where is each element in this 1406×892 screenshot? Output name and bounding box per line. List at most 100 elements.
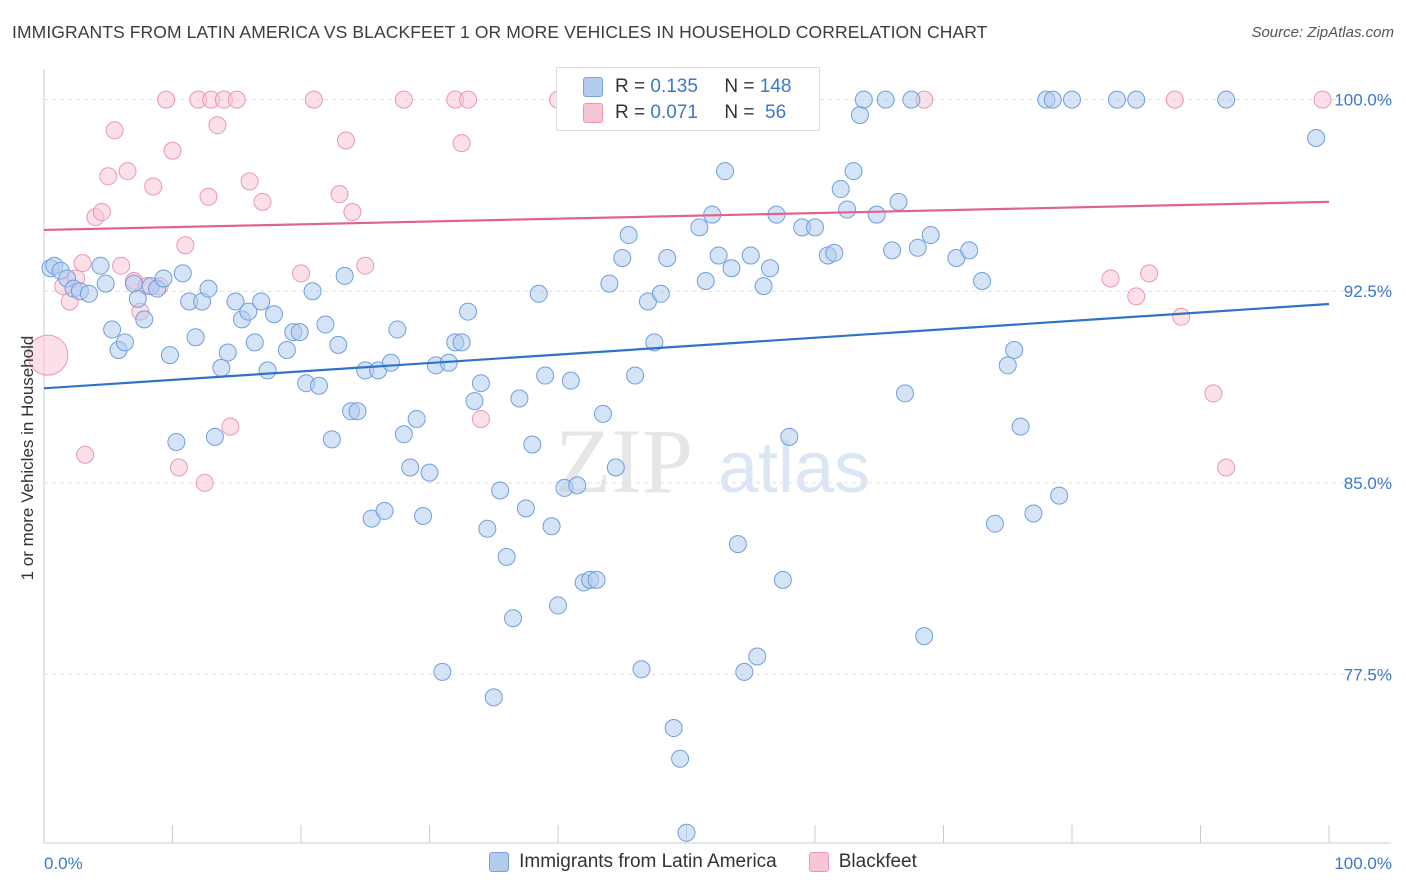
blackfeet-point bbox=[195, 473, 214, 492]
latin-america-point bbox=[348, 402, 367, 421]
latin-america-point bbox=[124, 274, 143, 293]
blackfeet-point bbox=[105, 121, 124, 140]
latin-america-point bbox=[632, 660, 651, 679]
legend-n-value: 56 bbox=[759, 102, 787, 123]
latin-america-point bbox=[806, 218, 824, 237]
y-tick-label: 100.0% bbox=[1334, 91, 1392, 110]
latin-america-point bbox=[593, 404, 612, 423]
latin-america-point bbox=[258, 361, 277, 380]
y-tick-label: 92.5% bbox=[1344, 282, 1392, 301]
latin-america-point bbox=[998, 356, 1017, 375]
latin-america-point bbox=[626, 366, 645, 385]
latin-america-point bbox=[484, 688, 503, 707]
legend-item-blackfeet[interactable]: Blackfeet bbox=[808, 851, 917, 873]
y-tick-label: 77.5% bbox=[1344, 665, 1392, 684]
latin-america-point bbox=[329, 335, 348, 354]
latin-america-point bbox=[173, 264, 192, 283]
latin-america-point bbox=[303, 282, 322, 301]
blackfeet-point bbox=[118, 162, 137, 181]
latin-america-point bbox=[452, 333, 471, 352]
latin-america-points bbox=[41, 90, 1326, 842]
y-axis-label: 1 or more Vehicles in Household bbox=[18, 336, 37, 581]
latin-america-point bbox=[915, 627, 934, 646]
legend-swatch-pink bbox=[583, 103, 603, 123]
latin-america-point bbox=[1307, 128, 1326, 147]
blackfeet-point bbox=[76, 445, 95, 464]
latin-america-point bbox=[876, 90, 895, 109]
latin-america-point bbox=[831, 180, 850, 199]
stats-legend: R = 0.135 N = 148 R = 0.071 N = 56 bbox=[556, 67, 820, 131]
latin-america-point bbox=[388, 320, 407, 339]
latin-america-point bbox=[728, 535, 747, 554]
latin-america-point bbox=[735, 662, 754, 681]
blackfeet-point bbox=[1127, 287, 1146, 306]
latin-america-point bbox=[277, 340, 296, 359]
latin-america-point bbox=[265, 305, 284, 324]
axes bbox=[43, 69, 1391, 844]
latin-america-point bbox=[471, 374, 490, 393]
legend-n-label: N = bbox=[724, 76, 755, 97]
latin-america-point bbox=[549, 596, 567, 615]
legend-swatch-blue bbox=[583, 77, 603, 97]
latin-america-point bbox=[761, 259, 780, 278]
latin-america-point bbox=[516, 499, 535, 518]
latin-america-point bbox=[716, 162, 735, 181]
latin-america-point bbox=[205, 427, 224, 446]
y-tick-label: 85.0% bbox=[1344, 474, 1392, 493]
latin-america-point bbox=[465, 392, 484, 411]
x-tick-label: 100.0% bbox=[1334, 854, 1392, 873]
blackfeet-point bbox=[459, 90, 478, 109]
blackfeet-point bbox=[343, 203, 362, 222]
latin-america-point bbox=[1217, 90, 1236, 109]
latin-america-point bbox=[199, 279, 218, 298]
latin-america-point bbox=[741, 246, 760, 265]
latin-america-point bbox=[523, 435, 542, 454]
latin-america-point bbox=[606, 458, 625, 477]
latin-america-point bbox=[722, 259, 741, 278]
latin-america-point bbox=[401, 458, 420, 477]
latin-america-point bbox=[335, 266, 354, 285]
blackfeet-point bbox=[1172, 307, 1191, 326]
latin-america-point bbox=[529, 284, 548, 303]
latin-america-point bbox=[218, 343, 237, 362]
latin-america-point bbox=[773, 570, 792, 589]
latin-america-point bbox=[754, 277, 773, 296]
latin-america-point bbox=[1050, 486, 1069, 505]
legend-r-value: 0.135 bbox=[650, 76, 698, 97]
latin-america-point bbox=[309, 376, 328, 395]
legend-r-label: R = bbox=[615, 102, 646, 123]
latin-america-point bbox=[510, 389, 529, 408]
blackfeet-point bbox=[27, 334, 69, 376]
latin-america-point bbox=[245, 333, 264, 352]
watermark: ZIP atlas bbox=[555, 410, 870, 512]
latin-america-point bbox=[985, 514, 1004, 533]
watermark-zip: ZIP bbox=[555, 410, 693, 512]
blackfeet-point bbox=[221, 417, 240, 436]
latin-america-point bbox=[690, 218, 709, 237]
latin-america-point bbox=[651, 284, 670, 303]
legend-r-label: R = bbox=[615, 76, 646, 97]
blackfeet-point bbox=[356, 256, 375, 275]
latin-america-point bbox=[79, 284, 98, 303]
latin-america-point bbox=[420, 463, 439, 482]
latin-america-point bbox=[433, 662, 452, 681]
blackfeet-point bbox=[1313, 90, 1332, 109]
latin-america-point bbox=[491, 481, 510, 500]
latin-america-point bbox=[960, 241, 979, 260]
latin-america-point bbox=[414, 507, 433, 526]
latin-america-point bbox=[973, 272, 992, 291]
latin-america-point bbox=[290, 323, 309, 342]
legend-item-latin-america[interactable]: Immigrants from Latin America bbox=[489, 851, 777, 873]
latin-america-point bbox=[658, 249, 677, 268]
blackfeet-point bbox=[208, 116, 227, 135]
latin-america-point bbox=[902, 90, 921, 109]
latin-america-point bbox=[459, 302, 478, 321]
latin-america-point bbox=[883, 241, 902, 260]
latin-america-point bbox=[895, 384, 914, 403]
blackfeet-point bbox=[157, 90, 176, 109]
latin-america-point bbox=[316, 315, 335, 334]
legend-row-latin-america: R = 0.135 N = 148 bbox=[557, 74, 791, 100]
latin-america-point bbox=[239, 302, 258, 321]
blackfeet-point bbox=[1165, 90, 1184, 109]
